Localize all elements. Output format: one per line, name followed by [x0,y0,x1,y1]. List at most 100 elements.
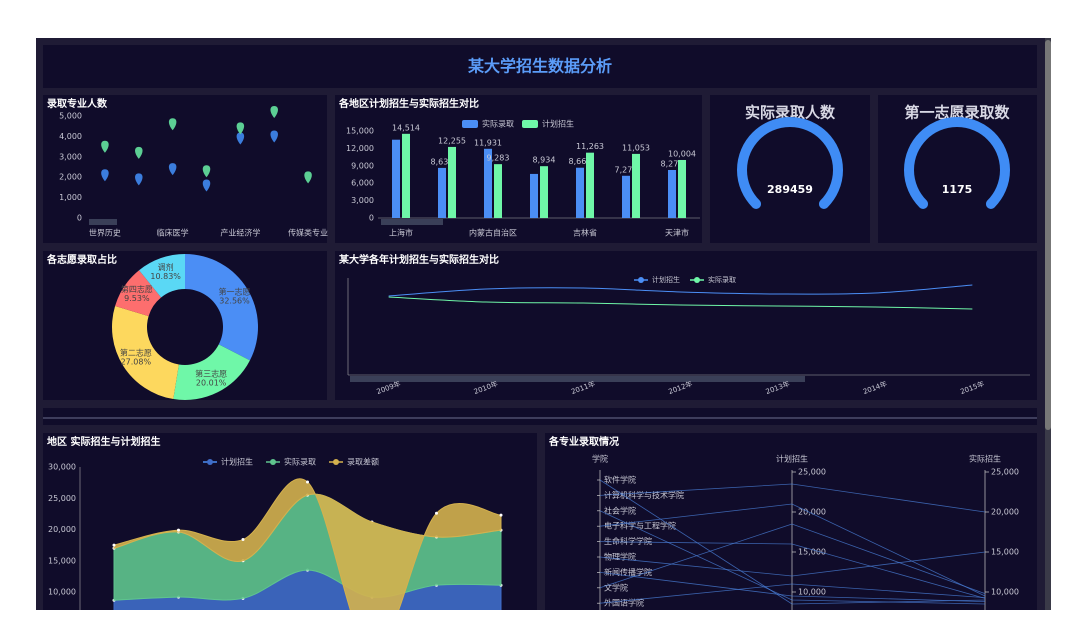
parallel-line [599,572,986,602]
axis-name: 学院 [592,454,608,464]
pin-marker [135,173,143,186]
bar [678,159,686,218]
area-series [113,478,502,610]
bar [392,139,400,218]
area-point [177,528,180,532]
slice-value: 32.56% [219,296,250,305]
pin-marker [236,132,245,145]
pin-marker [304,171,312,184]
data-label: 11,053 [622,143,650,152]
parallel-line [599,479,986,605]
category-label: 生命科学学院 [604,536,652,546]
area-point [499,513,503,517]
bar [484,148,492,218]
data-label: 7,278 [615,165,638,174]
y-tick-label: 4,000 [59,132,82,141]
gauge-title: 第一志愿录取数 [904,104,1010,122]
area-point [241,538,245,542]
data-label: 12,255 [438,136,466,145]
gauge-value: 289459 [767,183,813,196]
y-tick-label: 0 [77,214,82,223]
data-label: 8,934 [533,156,556,165]
data-label: 9,283 [487,154,510,163]
scroll-thumb[interactable] [1045,40,1051,430]
y-tick-label: 1,000 [59,193,82,202]
parallel-line [599,503,986,597]
zoom-slider[interactable] [381,219,443,225]
data-label: 14,514 [392,123,420,132]
category-label: 物理学院 [604,552,636,562]
bar [622,175,630,218]
pie-slice [115,270,162,317]
axis-name: 计划招生 [776,454,808,464]
slice-value: 9.53% [124,294,150,303]
pie-slice [185,254,258,361]
pie-slice [139,254,185,298]
pin-marker [135,146,143,159]
x-tick-label: 临床医学 [157,228,189,238]
x-tick-label: 传媒类专业 [288,228,328,238]
title-panel [43,45,1037,88]
pin-marker [101,169,109,182]
category-label: 软件学院 [604,475,636,485]
zoom-slider[interactable] [350,376,805,382]
legend-dot [270,459,276,465]
legend-dot [333,459,339,465]
data-label: 8,668 [569,157,592,166]
zoom-slider[interactable] [89,219,117,225]
pin-marker [168,118,177,131]
line-series [388,284,973,297]
legend-dot [207,459,213,465]
parallel-line [599,523,986,594]
legend-label: 计划招生 [542,119,574,129]
bar [540,166,548,218]
panel-title: 录取专业人数 [47,97,108,110]
x-tick-label: 吉林省 [573,228,597,238]
panel-title: 地区 实际招生与计划招生 [47,435,160,448]
slice-label: 第三志愿 [195,368,227,378]
x-tick-label: 产业经济学 [220,228,260,238]
y-tick-label: 25,000 [48,494,76,503]
panel-title: 各志愿录取占比 [46,253,117,266]
y2-tick-label: 25,000 [991,468,1019,477]
pin-marker [236,122,245,135]
gauge-value: 1175 [942,183,973,196]
slice-value: 10.83% [150,272,181,281]
y-tick-label: 3,000 [59,152,82,161]
pin-marker [202,179,211,192]
y2-tick-label: 20,000 [991,508,1019,517]
pin-marker [270,130,278,143]
parallel-line [599,583,986,604]
data-label: 10,004 [668,149,696,158]
legend-label: 实际录取 [482,119,514,129]
legend-label: 计划招生 [652,275,680,284]
y-tick-label: 15,000 [48,556,76,565]
legend-dot [638,277,644,283]
legend-swatch [462,120,478,128]
pie-slice [173,344,250,400]
parallel-line [599,541,986,599]
line-series [388,296,973,310]
parallel-line [599,483,986,513]
bar [530,173,538,218]
slice-label: 第一志愿 [219,286,251,296]
x-tick-label: 天津市 [665,228,689,238]
panel [545,433,1037,610]
page-title: 某大学招生数据分析 [467,57,612,76]
pin-marker [202,165,211,178]
parallel-line [599,510,986,605]
slice-label: 调剂 [158,262,174,272]
y-tick-label: 25,000 [798,468,826,477]
y-tick-label: 20,000 [48,525,76,534]
y-tick-label: 10,000 [48,588,76,597]
bar [402,133,410,218]
legend-label: 实际录取 [284,457,316,467]
category-label: 电子科学与工程学院 [604,521,676,531]
bar [448,146,456,218]
legend-swatch [522,120,538,128]
slice-value: 27.08% [121,357,152,366]
pin-marker [270,106,278,119]
pin-marker [168,163,177,176]
category-label: 外国语学院 [604,598,644,608]
data-label: 8,278 [661,159,684,168]
